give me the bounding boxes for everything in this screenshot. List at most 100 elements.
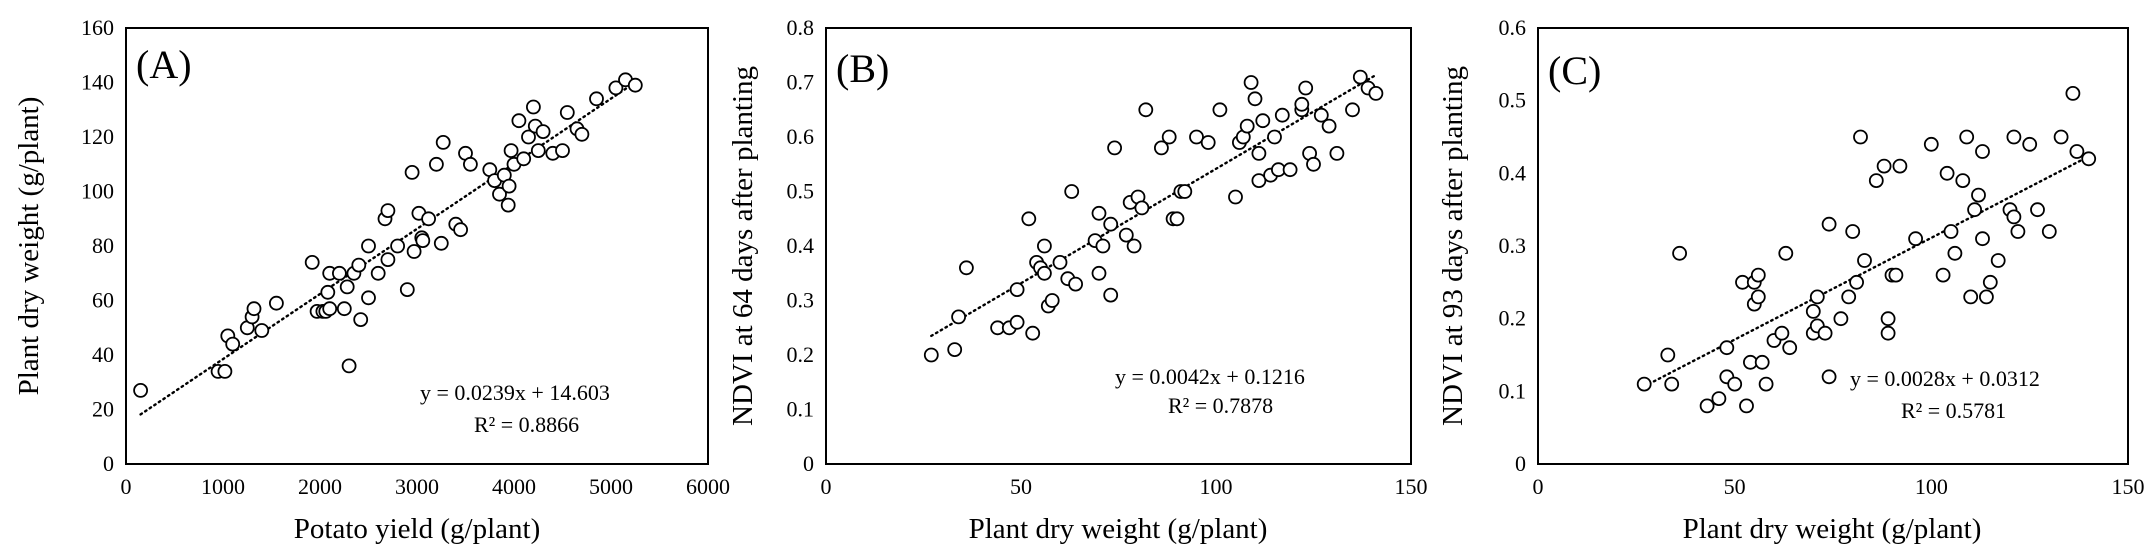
data-point (923, 347, 939, 363)
y-tick-label: 120 (81, 124, 114, 149)
data-point (530, 143, 546, 159)
data-point (1699, 398, 1715, 414)
data-point (555, 143, 570, 159)
data-point (1672, 245, 1687, 261)
data-point (1282, 162, 1298, 178)
panel-label: (B) (836, 46, 889, 91)
y-tick-label: 0.6 (1499, 15, 1527, 40)
data-point (1857, 253, 1872, 268)
r-squared: R² = 0.8866 (474, 412, 579, 437)
data-point (380, 252, 396, 268)
regression-equation: y = 0.0239x + 14.603 (420, 380, 610, 405)
plot-area-border (125, 27, 709, 465)
y-tick-label: 0.2 (787, 342, 815, 367)
data-point (1758, 376, 1774, 392)
data-point (500, 197, 516, 213)
data-point (1025, 325, 1041, 341)
data-point (526, 99, 541, 115)
data-point (1750, 289, 1766, 305)
data-point (406, 244, 422, 259)
data-point (361, 290, 376, 306)
data-point (1880, 311, 1896, 327)
data-point (608, 80, 624, 96)
x-tick-label: 4000 (492, 474, 536, 499)
data-point (1971, 187, 1986, 203)
data-point (1727, 376, 1743, 392)
data-point (1103, 216, 1119, 232)
y-tick-label: 20 (92, 397, 114, 422)
x-tick-label: 50 (1724, 474, 1746, 499)
data-point (1833, 311, 1849, 327)
data-point (370, 265, 386, 281)
x-tick-label: 5000 (589, 474, 633, 499)
data-point (1711, 391, 1727, 407)
data-point (1352, 69, 1368, 85)
data-point (559, 105, 575, 120)
y-axis-title: NDVI at 93 days after planting (1437, 66, 1469, 426)
data-point (1990, 253, 2006, 268)
data-point (339, 279, 355, 295)
data-point (1064, 184, 1080, 199)
data-point (320, 284, 336, 300)
data-point (453, 222, 469, 238)
data-point (1091, 205, 1107, 221)
data-point (1321, 118, 1337, 134)
data-point (1845, 224, 1861, 239)
data-point (2053, 129, 2069, 145)
data-point (1118, 227, 1134, 243)
x-tick-label: 0 (121, 474, 132, 499)
data-point (1975, 144, 1990, 159)
data-point (1306, 156, 1321, 172)
y-tick-label: 80 (92, 233, 114, 258)
y-tick-label: 0.1 (787, 397, 815, 422)
data-point (1068, 276, 1083, 292)
data-point (503, 143, 519, 159)
x-tick-label: 0 (1533, 474, 1544, 499)
data-point (336, 301, 352, 317)
data-point (2006, 209, 2022, 225)
data-point (1255, 113, 1271, 129)
data-point (1853, 129, 1868, 145)
trendline (1642, 153, 2094, 388)
data-point (1774, 325, 1790, 341)
data-point (1876, 158, 1892, 174)
data-point (1044, 293, 1060, 308)
data-point (1975, 231, 1990, 247)
data-point (511, 113, 527, 129)
data-point (390, 238, 406, 254)
data-point (1817, 325, 1833, 341)
regression-equation: y = 0.0042x + 0.1216 (1115, 364, 1305, 389)
data-point (304, 254, 320, 270)
data-point (947, 342, 963, 358)
data-point (2030, 202, 2045, 218)
data-point (322, 301, 338, 317)
data-point (415, 233, 431, 249)
x-axis-title: Plant dry weight (g/plant) (969, 513, 1268, 545)
data-point (1664, 376, 1680, 392)
panel-label: (A) (136, 42, 192, 87)
data-point (1126, 238, 1142, 254)
data-point (1154, 140, 1169, 156)
data-point (1251, 173, 1267, 189)
data-point (1138, 102, 1154, 118)
data-point (2081, 151, 2097, 167)
data-point (428, 156, 444, 172)
data-point (1888, 267, 1904, 283)
data-point (246, 301, 262, 317)
data-point (501, 178, 517, 194)
plot-area-border (1537, 27, 2129, 465)
x-tick-label: 150 (2112, 474, 2145, 499)
r-squared: R² = 0.7878 (1168, 393, 1273, 418)
data-point (1821, 369, 1837, 385)
data-point (404, 164, 420, 180)
data-point (1754, 354, 1770, 370)
plot-area-border (825, 27, 1412, 465)
data-point (1239, 118, 1255, 134)
data-point (1660, 347, 1676, 363)
y-axis-title: Plant dry weight (g/plant) (13, 97, 45, 396)
data-point (1979, 289, 1994, 305)
x-tick-label: 50 (1010, 474, 1032, 499)
y-tick-label: 0.5 (787, 179, 815, 204)
data-point (1841, 289, 1857, 305)
